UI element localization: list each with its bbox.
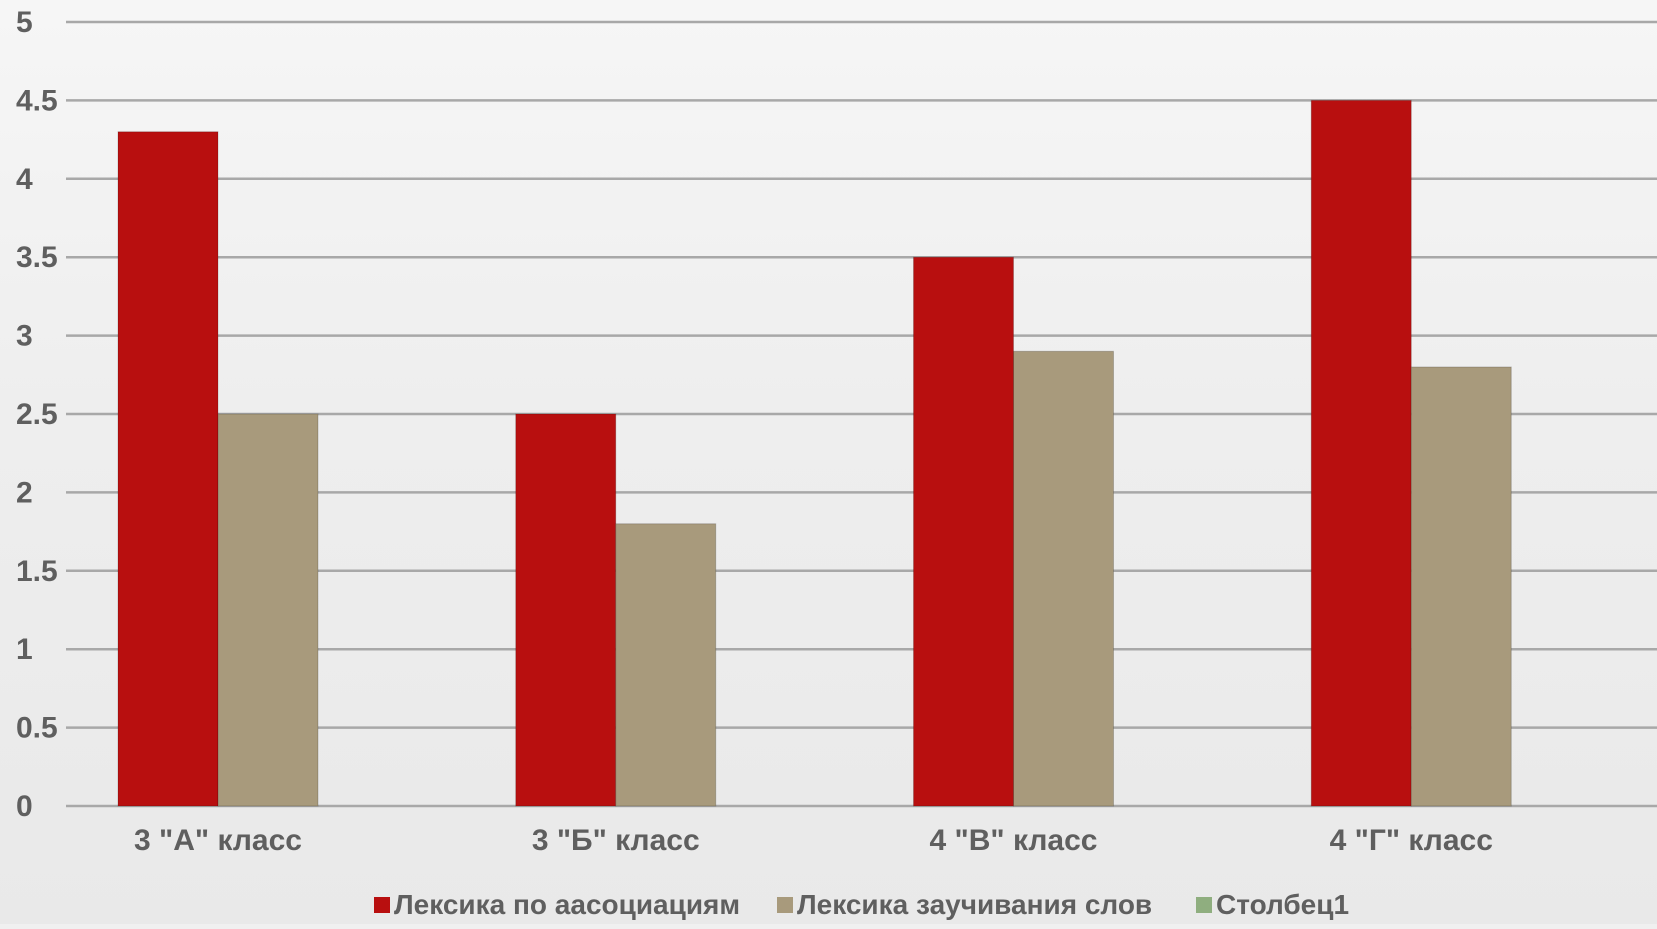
legend-swatch [1196, 897, 1212, 913]
y-tick-label: 0 [16, 790, 33, 823]
legend-label: Лексика по аасоциациям [394, 889, 740, 920]
y-tick-label: 1 [16, 633, 33, 666]
legend-swatch [374, 897, 390, 913]
bar [516, 414, 616, 806]
y-tick-label: 1.5 [16, 555, 58, 588]
y-axis-ticks: 0 0.5 1 1.5 2 2.5 3 3.5 4 4.5 5 [16, 6, 58, 823]
legend-label: Лексика заучивания слов [797, 889, 1152, 920]
x-tick-label: 4 "Г" класс [1330, 824, 1493, 857]
bar [616, 524, 716, 806]
legend-label: Столбец1 [1216, 889, 1349, 920]
y-tick-label: 5 [16, 6, 33, 39]
y-tick-label: 2 [16, 476, 33, 509]
x-axis-ticks: 3 "А" класс 3 "Б" класс 4 "В" класс 4 "Г" к… [134, 824, 1493, 857]
y-tick-label: 4 [16, 163, 33, 196]
x-tick-label: 3 "Б" класс [532, 824, 700, 857]
bar [914, 257, 1014, 806]
y-tick-label: 3 [16, 320, 33, 353]
bar [218, 414, 318, 806]
bar [1311, 100, 1411, 806]
bar [1014, 351, 1114, 806]
legend-swatch [777, 897, 793, 913]
y-tick-label: 3.5 [16, 241, 58, 274]
y-tick-label: 4.5 [16, 84, 58, 117]
x-tick-label: 4 "В" класс [930, 824, 1098, 857]
bar [118, 132, 218, 806]
bars [118, 100, 1511, 806]
legend: Лексика по аасоциациям Лексика заучивания… [374, 889, 1349, 920]
y-tick-label: 2.5 [16, 398, 58, 431]
bar [1411, 367, 1511, 806]
y-tick-label: 0.5 [16, 712, 58, 745]
x-tick-label: 3 "А" класс [134, 824, 302, 857]
